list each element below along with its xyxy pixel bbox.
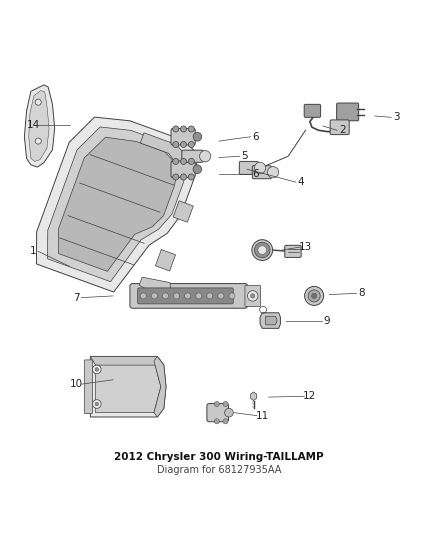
Circle shape — [251, 294, 255, 298]
Circle shape — [173, 174, 179, 180]
Circle shape — [185, 293, 191, 299]
Circle shape — [229, 293, 235, 299]
Text: 1: 1 — [30, 246, 36, 256]
Polygon shape — [251, 392, 257, 401]
FancyBboxPatch shape — [330, 120, 349, 135]
Text: 6: 6 — [252, 132, 259, 142]
Text: 9: 9 — [324, 316, 330, 326]
Circle shape — [180, 174, 187, 180]
Circle shape — [254, 243, 270, 258]
Circle shape — [188, 126, 194, 132]
Circle shape — [200, 151, 211, 162]
Circle shape — [311, 293, 317, 298]
Circle shape — [196, 293, 202, 299]
Circle shape — [173, 142, 179, 148]
Text: 6: 6 — [252, 168, 259, 179]
FancyBboxPatch shape — [84, 360, 92, 414]
Polygon shape — [36, 117, 198, 292]
Polygon shape — [48, 127, 187, 282]
Circle shape — [92, 400, 101, 408]
Circle shape — [173, 293, 180, 299]
Circle shape — [162, 293, 169, 299]
FancyBboxPatch shape — [182, 150, 203, 162]
FancyBboxPatch shape — [304, 104, 321, 117]
Polygon shape — [140, 133, 188, 171]
FancyBboxPatch shape — [207, 403, 229, 422]
Polygon shape — [95, 361, 161, 413]
Circle shape — [95, 368, 99, 371]
FancyBboxPatch shape — [171, 161, 195, 177]
Circle shape — [173, 126, 179, 132]
Polygon shape — [90, 357, 164, 365]
Circle shape — [258, 246, 267, 254]
Text: 5: 5 — [242, 151, 248, 161]
Text: Diagram for 68127935AA: Diagram for 68127935AA — [157, 465, 281, 475]
Circle shape — [247, 290, 258, 301]
Text: 14: 14 — [26, 119, 40, 130]
Circle shape — [214, 401, 219, 407]
FancyBboxPatch shape — [245, 285, 261, 306]
Circle shape — [308, 290, 320, 302]
Circle shape — [193, 165, 202, 174]
Polygon shape — [59, 137, 178, 271]
Text: 8: 8 — [358, 288, 365, 298]
Circle shape — [188, 158, 194, 165]
Circle shape — [193, 132, 202, 141]
Circle shape — [214, 419, 219, 424]
Text: 7: 7 — [73, 293, 80, 303]
FancyBboxPatch shape — [337, 103, 359, 121]
Polygon shape — [155, 249, 176, 271]
Circle shape — [254, 162, 266, 174]
FancyBboxPatch shape — [138, 288, 233, 304]
Text: 11: 11 — [256, 411, 269, 421]
Circle shape — [252, 240, 272, 261]
Circle shape — [140, 293, 146, 299]
Polygon shape — [25, 85, 55, 167]
Polygon shape — [139, 277, 171, 299]
Circle shape — [268, 167, 279, 178]
FancyBboxPatch shape — [239, 161, 258, 174]
Text: 4: 4 — [298, 177, 304, 187]
Circle shape — [223, 401, 228, 407]
Circle shape — [207, 293, 213, 299]
Text: 3: 3 — [393, 112, 399, 122]
FancyBboxPatch shape — [171, 128, 195, 145]
Text: 12: 12 — [303, 391, 316, 401]
Circle shape — [35, 138, 41, 144]
Polygon shape — [260, 313, 280, 328]
Polygon shape — [173, 201, 193, 222]
Circle shape — [223, 419, 228, 424]
Polygon shape — [90, 357, 166, 417]
Circle shape — [188, 142, 194, 148]
Text: 2012 Chrysler 300 Wiring-TAILLAMP: 2012 Chrysler 300 Wiring-TAILLAMP — [114, 452, 324, 462]
Text: 10: 10 — [70, 379, 83, 389]
Circle shape — [218, 293, 224, 299]
Circle shape — [225, 408, 233, 417]
FancyBboxPatch shape — [130, 284, 247, 308]
Circle shape — [180, 158, 187, 165]
Circle shape — [35, 99, 41, 105]
Polygon shape — [29, 91, 49, 161]
Polygon shape — [154, 357, 166, 417]
FancyBboxPatch shape — [252, 166, 271, 179]
Circle shape — [95, 402, 99, 406]
Polygon shape — [266, 316, 277, 325]
Circle shape — [180, 126, 187, 132]
Text: 13: 13 — [299, 242, 312, 252]
Circle shape — [180, 142, 187, 148]
FancyBboxPatch shape — [285, 245, 301, 257]
Circle shape — [304, 286, 324, 305]
Circle shape — [188, 174, 194, 180]
Circle shape — [92, 365, 101, 374]
Circle shape — [173, 158, 179, 165]
Text: 2: 2 — [339, 125, 346, 135]
Circle shape — [152, 293, 157, 299]
